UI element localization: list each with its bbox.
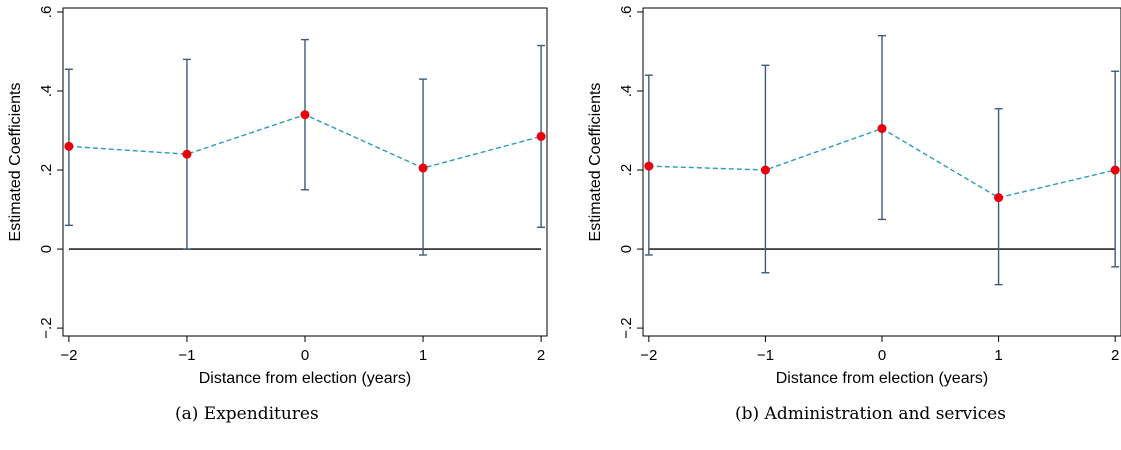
x-tick-label: −2: [60, 347, 77, 364]
y-axis-title: Estimated Coefficients: [7, 83, 24, 242]
x-tick-label: 0: [878, 347, 886, 364]
data-point: [418, 163, 428, 173]
chart-panel-b: −.2 0 .2 .4 .6 −2 −1 0 1 2 Distance from election …: [587, 6, 1121, 387]
data-point: [1110, 165, 1120, 175]
data-point: [644, 161, 654, 171]
y-tick-label: 0: [38, 245, 55, 253]
data-point: [877, 124, 887, 134]
x-tick-label: −1: [757, 347, 774, 364]
x-tick-label: 2: [1111, 347, 1119, 364]
x-tick-label: 1: [419, 347, 427, 364]
x-tick-label: 2: [537, 347, 545, 364]
x-tick-label: 1: [994, 347, 1002, 364]
figure-canvas: −.2 0 .2 .4 .6 −2 −1 0 1 2 Distance from election …: [7, 6, 1121, 387]
y-tick-label: −.2: [38, 317, 55, 338]
y-tick-label: 0: [618, 245, 635, 253]
data-point: [994, 193, 1004, 203]
x-tick-label: 0: [301, 347, 309, 364]
x-axis-title: Distance from election (years): [776, 370, 989, 387]
data-point: [536, 131, 546, 141]
y-tick-label: .4: [618, 85, 635, 98]
y-tick-label: .2: [38, 164, 55, 177]
y-tick-label: .6: [38, 6, 55, 19]
y-axis-title: Estimated Coefficients: [587, 83, 604, 242]
y-tick-label: .6: [618, 6, 635, 19]
x-axis-title: Distance from election (years): [199, 370, 412, 387]
data-point: [64, 141, 74, 151]
y-tick-label: .2: [618, 164, 635, 177]
data-point: [300, 110, 310, 120]
x-tick-label: −2: [640, 347, 657, 364]
data-point: [182, 149, 192, 159]
caption-administration-services: (b) Administration and services: [735, 404, 1006, 424]
y-tick-label: .4: [38, 85, 55, 98]
y-tick-label: −.2: [618, 317, 635, 338]
data-point: [760, 165, 770, 175]
chart-panel-a: −.2 0 .2 .4 .6 −2 −1 0 1 2 Distance from election …: [7, 6, 548, 387]
x-tick-label: −1: [178, 347, 195, 364]
caption-expenditures: (a) Expenditures: [175, 404, 319, 424]
